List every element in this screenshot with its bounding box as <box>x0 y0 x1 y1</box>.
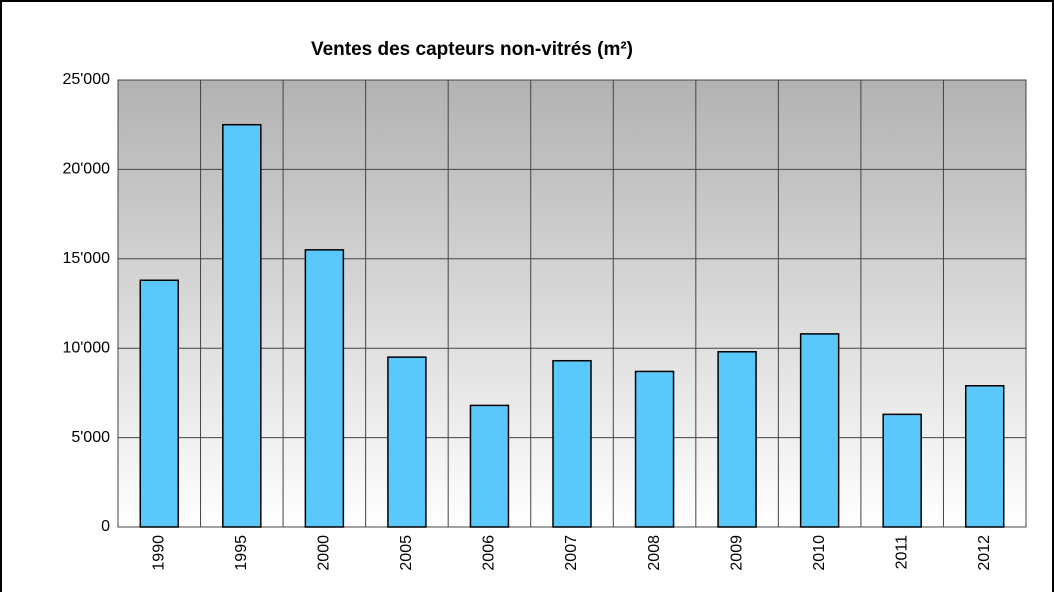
bar <box>387 356 427 528</box>
x-tick-label: 2000 <box>316 535 333 571</box>
bar <box>717 351 757 528</box>
x-tick-label: 2011 <box>893 535 910 570</box>
x-tick-label: 2012 <box>976 535 993 571</box>
x-tick-label: 2007 <box>563 535 580 571</box>
bar <box>139 279 180 528</box>
chart-title: Ventes des capteurs non-vitrés (m²) <box>311 39 633 60</box>
y-tick-label: 20'000 <box>62 161 110 178</box>
bar <box>634 370 675 528</box>
x-tick-label: 2010 <box>811 535 828 571</box>
x-tick-label: 2005 <box>398 535 415 571</box>
y-tick-label: 0 <box>101 518 110 535</box>
bar <box>222 123 262 528</box>
bar <box>304 249 345 528</box>
y-tick-label: 5'000 <box>71 429 110 446</box>
x-tick-label: 2009 <box>728 535 745 571</box>
y-tick-label: 25'000 <box>62 71 110 88</box>
bar <box>882 413 922 528</box>
x-tick-label: 2008 <box>646 535 663 571</box>
y-tick-label: 15'000 <box>62 250 110 267</box>
bar <box>469 404 510 528</box>
bar <box>964 384 1005 528</box>
x-tick-label: 2006 <box>481 535 498 571</box>
y-tick-label: 10'000 <box>62 339 110 356</box>
x-tick-label: 1990 <box>150 535 167 571</box>
bar <box>552 359 592 528</box>
x-tick-label: 1995 <box>233 535 250 571</box>
bar <box>799 333 840 528</box>
